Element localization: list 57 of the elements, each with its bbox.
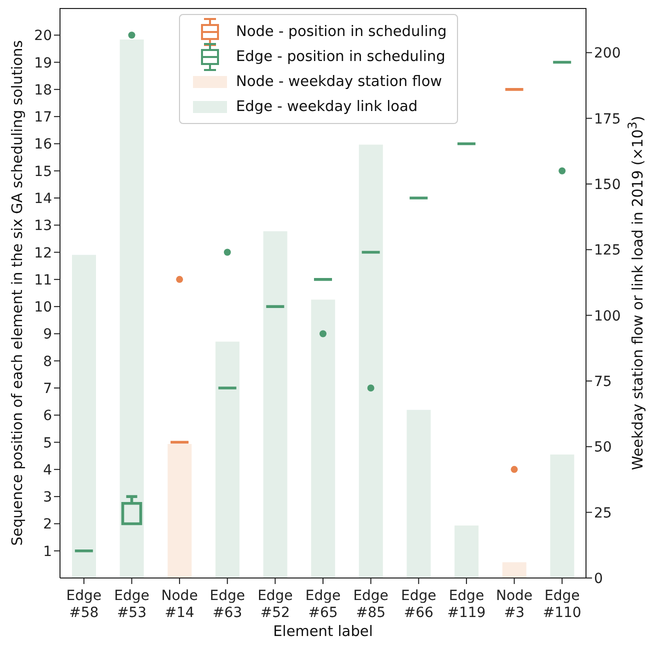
y-tick-label: 13	[34, 218, 52, 234]
y-tick-label: 6	[43, 408, 52, 424]
y2-tick-label: 25	[594, 505, 612, 522]
x-tick-label: Edge #119	[447, 588, 486, 621]
bar	[72, 254, 96, 578]
y-tick-label: 4	[43, 462, 52, 478]
y-tick-label: 12	[34, 245, 52, 262]
x-tick-label: Edge #63	[210, 588, 245, 621]
x-tick-label: Node #3	[496, 588, 533, 621]
x-tick-label: Node #14	[161, 588, 198, 621]
x-tick-label: Edge #110	[542, 588, 582, 621]
x-tick-label: Edge #52	[258, 588, 293, 621]
y-tick-label: 2	[43, 516, 52, 533]
x-tick-label: Edge #58	[66, 588, 102, 621]
bar	[215, 342, 240, 578]
bar	[263, 231, 288, 578]
y-tick-label: 10	[34, 300, 52, 316]
bar	[502, 562, 526, 578]
legend-label: Node - position in scheduling	[236, 24, 447, 40]
x-tick-label: Edge #85	[353, 588, 388, 621]
x-tick-label: Edge #65	[305, 588, 341, 621]
y-tick-label: 1	[43, 544, 52, 560]
bar	[120, 40, 144, 578]
y2-tick-label: 125	[594, 242, 621, 259]
y-tick-label: 16	[34, 136, 52, 153]
y-tick-label: 3	[43, 490, 52, 506]
x-tick-label: Edge #53	[114, 588, 150, 621]
y-tick-label: 5	[43, 435, 52, 452]
bar	[454, 525, 479, 578]
x-tick-label: Edge #66	[401, 588, 436, 621]
y2-tick-label: 200	[594, 46, 621, 62]
legend-label: Node - weekday station flow	[236, 74, 442, 90]
y2-tick-label: 100	[594, 308, 621, 324]
y-tick-label: 7	[43, 380, 52, 397]
y-tick-label: 8	[43, 354, 52, 370]
y-tick-label: 11	[34, 272, 52, 288]
x-axis-title: Element label	[273, 624, 373, 640]
y-tick-label: 14	[34, 190, 52, 207]
y2-tick-label: 175	[594, 111, 621, 128]
y-tick-label: 19	[34, 55, 52, 72]
y2-tick-label: 0	[594, 570, 603, 587]
y-tick-label: 15	[34, 164, 52, 180]
y-tick-label: 9	[43, 326, 52, 343]
bar	[406, 410, 431, 578]
y2-tick-label: 150	[594, 176, 621, 193]
bar	[168, 444, 192, 578]
y-axis-title: Sequence position of each element in the six GA scheduling solutions	[10, 40, 26, 546]
legend-label: Edge - weekday link load	[236, 98, 418, 114]
legend-label: Edge - position in scheduling	[236, 48, 446, 64]
bar	[550, 454, 574, 578]
y-tick-label: 17	[34, 110, 52, 126]
bar	[358, 144, 383, 578]
bar	[311, 300, 336, 578]
y2-tick-label: 50	[594, 440, 612, 456]
y-tick-label: 18	[34, 82, 52, 98]
y-tick-label: 20	[34, 28, 52, 44]
y2-tick-label: 75	[594, 374, 612, 390]
